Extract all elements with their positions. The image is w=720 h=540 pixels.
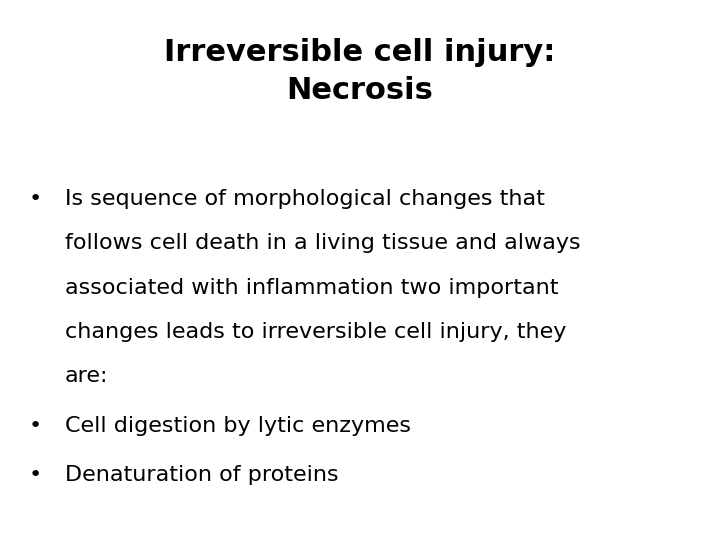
Text: •: • [29,416,42,436]
Text: Cell digestion by lytic enzymes: Cell digestion by lytic enzymes [65,416,411,436]
Text: Is sequence of morphological changes that: Is sequence of morphological changes tha… [65,189,544,209]
Text: •: • [29,189,42,209]
Text: associated with inflammation two important: associated with inflammation two importa… [65,278,558,298]
Text: are:: are: [65,366,108,386]
Text: •: • [29,465,42,485]
Text: Denaturation of proteins: Denaturation of proteins [65,465,338,485]
Text: changes leads to irreversible cell injury, they: changes leads to irreversible cell injur… [65,322,566,342]
Text: Irreversible cell injury:
Necrosis: Irreversible cell injury: Necrosis [164,38,556,105]
Text: follows cell death in a living tissue and always: follows cell death in a living tissue an… [65,233,580,253]
